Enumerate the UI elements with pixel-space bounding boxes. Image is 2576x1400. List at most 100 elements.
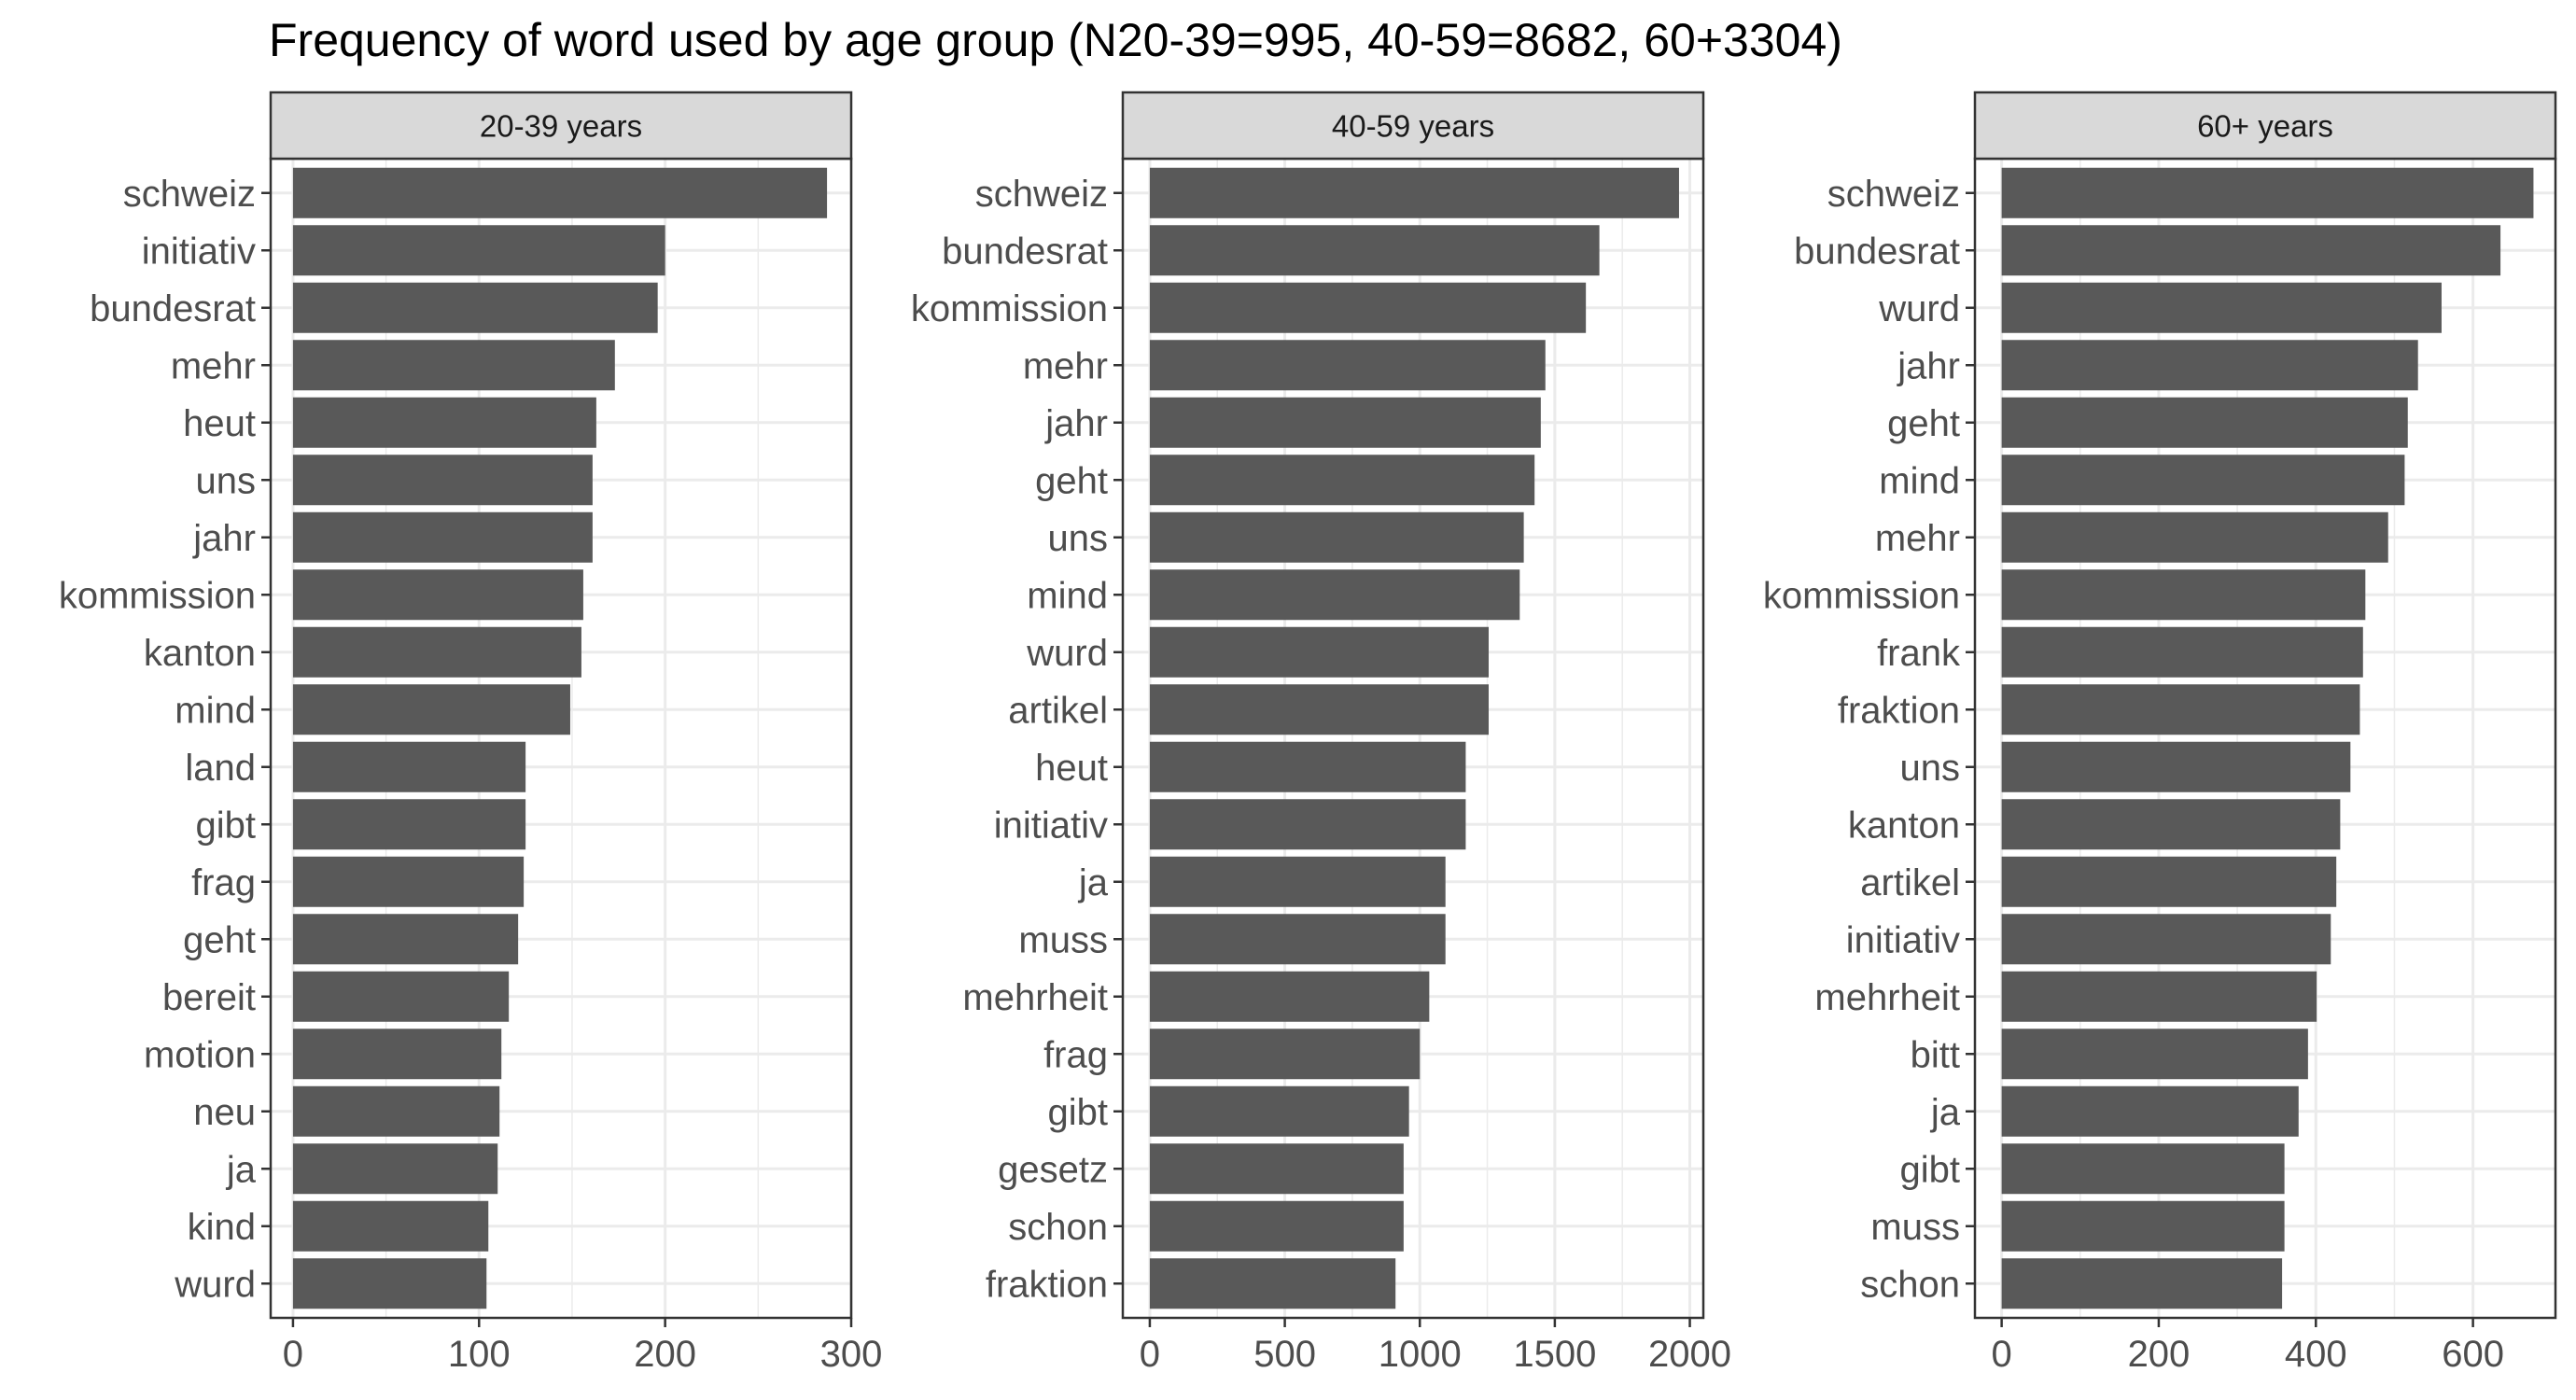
category-label: uns <box>196 460 257 501</box>
category-label: mind <box>1027 575 1108 616</box>
bar <box>2001 225 2501 276</box>
category-label: schon <box>1008 1207 1108 1248</box>
category-label: fraktion <box>986 1264 1108 1305</box>
category-label: muss <box>1870 1207 1960 1248</box>
bar <box>2001 282 2442 333</box>
category-label: mind <box>1879 460 1960 501</box>
category-label: schweiz <box>123 174 256 215</box>
category-label: fraktion <box>1838 690 1960 731</box>
x-tick-label: 1500 <box>1513 1334 1596 1375</box>
bar <box>2001 626 2363 678</box>
bar <box>2001 741 2351 792</box>
bar <box>292 856 525 907</box>
bar <box>1149 225 1600 276</box>
category-label: bundesrat <box>90 288 256 329</box>
bar <box>1149 914 1446 965</box>
category-label: mehr <box>1875 518 1960 559</box>
category-label: muss <box>1018 919 1108 960</box>
bar <box>2001 340 2418 391</box>
category-label: ja <box>1930 1092 1961 1133</box>
category-label: land <box>185 748 256 789</box>
bar <box>1149 397 1541 448</box>
x-tick-label: 400 <box>2285 1334 2347 1375</box>
x-tick-label: 100 <box>448 1334 511 1375</box>
bar <box>292 282 658 333</box>
category-label: gibt <box>196 805 257 846</box>
bar <box>292 799 526 850</box>
category-label: neu <box>193 1092 256 1133</box>
bar <box>292 1143 498 1195</box>
bar <box>2001 569 2366 621</box>
bar <box>2001 799 2341 850</box>
category-label: schweiz <box>975 174 1108 215</box>
category-label: geht <box>1887 403 1960 444</box>
category-label: mehr <box>171 345 256 386</box>
category-label: schon <box>1860 1264 1960 1305</box>
bar <box>2001 684 2360 735</box>
category-label: kommission <box>1763 575 1960 616</box>
category-label: mehrheit <box>962 977 1108 1018</box>
x-tick-label: 2000 <box>1648 1334 1731 1375</box>
bar <box>292 626 581 678</box>
category-label: frank <box>1877 633 1961 674</box>
bar <box>292 1200 489 1252</box>
category-label: mehr <box>1023 345 1108 386</box>
category-label: uns <box>1048 518 1109 559</box>
category-label: gibt <box>1048 1092 1109 1133</box>
bar <box>1149 167 1679 218</box>
bar <box>1149 1258 1396 1309</box>
category-label: mind <box>175 690 256 731</box>
bar <box>2001 1029 2308 1080</box>
category-label: kind <box>188 1207 256 1248</box>
x-tick-label: 300 <box>820 1334 883 1375</box>
x-tick-label: 200 <box>2128 1334 2191 1375</box>
bar <box>2001 167 2534 218</box>
category-label: jahr <box>1897 345 1960 386</box>
bar <box>1149 626 1490 678</box>
category-label: jahr <box>1044 403 1108 444</box>
category-label: heut <box>1035 748 1108 789</box>
bar <box>292 1085 500 1137</box>
bar <box>292 741 526 792</box>
bar <box>1149 282 1587 333</box>
bar <box>2001 455 2405 506</box>
bar <box>1149 511 1524 563</box>
category-label: wurd <box>1026 633 1108 674</box>
category-label: motion <box>144 1034 256 1075</box>
x-tick-label: 600 <box>2442 1334 2504 1375</box>
category-label: wurd <box>174 1264 256 1305</box>
x-tick-label: 0 <box>1991 1334 2011 1375</box>
bar <box>292 1029 502 1080</box>
category-label: gesetz <box>998 1149 1108 1190</box>
category-label: bundesrat <box>1794 231 1960 272</box>
bar <box>292 225 665 276</box>
bar <box>292 1258 487 1309</box>
facet-strip <box>1121 91 1705 161</box>
bar <box>292 340 615 391</box>
category-label: bundesrat <box>942 231 1108 272</box>
bar <box>2001 971 2317 1022</box>
bar <box>2001 1200 2285 1252</box>
bar <box>1149 684 1490 735</box>
x-tick-label: 500 <box>1253 1334 1316 1375</box>
bar <box>292 569 583 621</box>
bar <box>2001 1143 2285 1195</box>
category-label: kommission <box>911 288 1108 329</box>
category-label: kanton <box>144 633 256 674</box>
category-label: gibt <box>1900 1149 1961 1190</box>
bar <box>1149 455 1535 506</box>
facet-strip-label: 60+ years <box>2197 109 2333 144</box>
facet-strip-label: 40-59 years <box>1332 109 1494 144</box>
category-label: initiativ <box>994 805 1108 846</box>
category-label: artikel <box>1008 690 1108 731</box>
category-label: frag <box>191 862 256 903</box>
category-label: geht <box>1035 460 1108 501</box>
x-tick-label: 1000 <box>1379 1334 1462 1375</box>
bar <box>292 511 593 563</box>
bar <box>292 914 519 965</box>
bar <box>1149 1200 1404 1252</box>
bar <box>292 971 510 1022</box>
category-label: mehrheit <box>1814 977 1960 1018</box>
x-tick-label: 0 <box>1140 1334 1160 1375</box>
